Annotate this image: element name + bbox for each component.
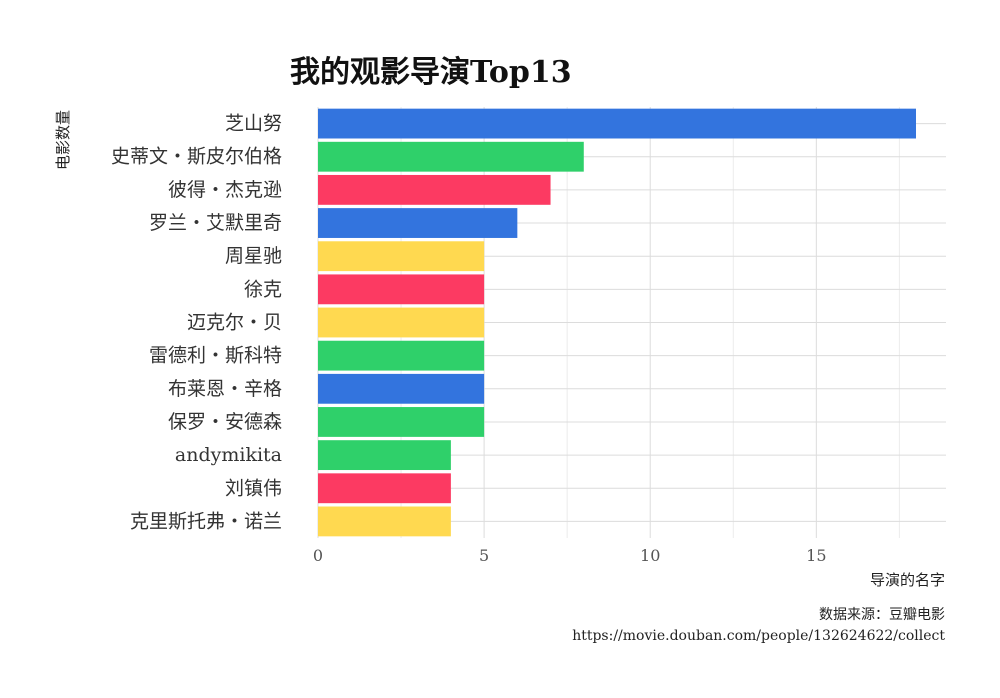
bar <box>318 473 451 504</box>
category-label: 刘镇伟 <box>225 477 282 499</box>
x-tick-labels: 0 5 10 15 <box>313 546 827 565</box>
category-label: 罗兰・艾默里奇 <box>149 212 282 234</box>
bar <box>318 307 485 338</box>
bar <box>318 440 451 471</box>
x-tick-label: 5 <box>479 546 489 565</box>
category-label: 雷德利・斯科特 <box>149 345 282 367</box>
x-tick-label: 10 <box>640 546 660 565</box>
category-labels: 芝山努史蒂文・斯皮尔伯格彼得・杰克逊罗兰・艾默里奇周星驰徐克迈克尔・贝雷德利・斯… <box>111 113 282 533</box>
category-label: 周星驰 <box>225 245 282 267</box>
category-label: 迈克尔・贝 <box>187 312 282 334</box>
caption-source: 数据来源：豆瓣电影 <box>819 607 945 623</box>
x-tick-label: 15 <box>806 546 826 565</box>
bars <box>318 108 916 537</box>
x-tick-label: 0 <box>313 546 323 565</box>
bar <box>318 407 485 437</box>
category-label: 徐克 <box>244 278 282 300</box>
category-label: 彼得・杰克逊 <box>168 179 282 201</box>
bar <box>318 108 916 139</box>
category-label: 克里斯托弗・诺兰 <box>130 510 282 532</box>
category-label: 史蒂文・斯皮尔伯格 <box>111 146 282 168</box>
bar <box>318 373 485 404</box>
bar <box>318 141 584 172</box>
caption-url: https://movie.douban.com/people/13262462… <box>572 628 945 644</box>
bar <box>318 274 485 305</box>
bar <box>318 340 485 371</box>
bar <box>318 174 551 205</box>
category-label: andymikita <box>175 444 282 466</box>
category-label: 布莱恩・辛格 <box>168 378 282 400</box>
y-axis-label: 电影数量 <box>54 110 72 170</box>
category-label: 芝山努 <box>225 113 282 135</box>
category-label: 保罗・安德森 <box>168 411 282 433</box>
x-axis-label: 导演的名字 <box>870 571 945 589</box>
bar <box>318 506 451 537</box>
bar <box>318 241 485 272</box>
chart-title: 我的观影导演Top13 <box>290 55 572 90</box>
bar <box>318 208 518 238</box>
